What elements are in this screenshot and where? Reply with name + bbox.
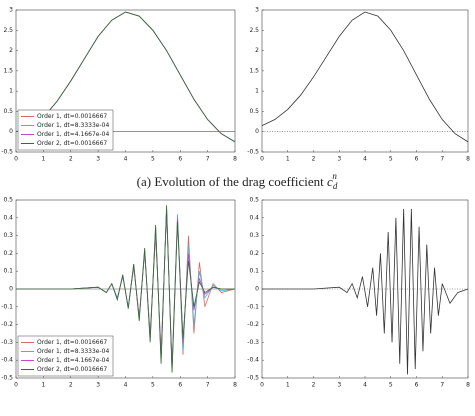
- y-tick-label: 2: [9, 47, 13, 54]
- x-tick-label: 5: [151, 156, 155, 163]
- y-tick-label: 0.1: [3, 268, 13, 275]
- y-tick-label: 2.5: [3, 27, 13, 34]
- x-tick-label: 2: [69, 382, 73, 389]
- y-tick-label: 1: [9, 88, 13, 95]
- y-tick-label: 3: [9, 7, 13, 14]
- y-tick-label: -0.2: [247, 321, 259, 328]
- x-tick-label: 5: [389, 382, 393, 389]
- y-tick-label: 0.4: [3, 214, 13, 221]
- legend-label: Order 1, dt=4.1667e-04: [37, 357, 109, 364]
- x-tick-label: 5: [389, 156, 393, 163]
- legend-label: Order 1, dt=8.3333e-04: [37, 122, 109, 129]
- x-tick-label: 4: [363, 382, 367, 389]
- y-tick-label: 0.5: [3, 197, 13, 204]
- x-tick-label: 0: [260, 156, 264, 163]
- caption-symbol: c: [327, 174, 333, 189]
- caption: (a) Evolution of the drag coefficient cd…: [137, 171, 338, 191]
- y-tick-label: -0.3: [247, 339, 259, 346]
- y-tick-label: -0.4: [1, 357, 13, 364]
- x-tick-label: 0: [260, 382, 264, 389]
- y-tick-label: -0.5: [247, 149, 259, 156]
- x-tick-label: 2: [312, 156, 316, 163]
- series-line: [16, 205, 235, 373]
- y-tick-label: 2: [255, 47, 259, 54]
- y-tick-label: 0: [9, 128, 13, 135]
- x-tick-label: 0: [14, 382, 18, 389]
- y-tick-label: 0: [9, 286, 13, 293]
- legend-label: Order 2, dt=0.0016667: [37, 366, 107, 373]
- x-tick-label: 6: [415, 156, 419, 163]
- legend-label: Order 1, dt=0.0016667: [37, 113, 107, 120]
- y-tick-label: 0.2: [249, 250, 259, 257]
- y-tick-label: -0.5: [247, 375, 259, 382]
- x-tick-label: 8: [233, 382, 237, 389]
- y-tick-label: -0.5: [1, 375, 13, 382]
- x-tick-label: 8: [466, 382, 470, 389]
- x-tick-label: 3: [96, 382, 100, 389]
- x-tick-label: 4: [124, 382, 128, 389]
- x-tick-label: 1: [286, 156, 290, 163]
- x-tick-label: 8: [233, 156, 237, 163]
- x-tick-label: 6: [178, 382, 182, 389]
- x-tick-label: 4: [363, 156, 367, 163]
- series-line: [15, 11, 236, 143]
- y-tick-label: 0.4: [249, 214, 259, 221]
- y-tick-label: 0.5: [249, 197, 259, 204]
- x-tick-label: 2: [69, 156, 73, 163]
- y-tick-label: 0: [255, 128, 259, 135]
- x-tick-label: 3: [96, 156, 100, 163]
- y-tick-label: 0.5: [3, 108, 13, 115]
- x-tick-label: 6: [178, 156, 182, 163]
- y-tick-label: -0.3: [1, 339, 13, 346]
- legend-label: Order 2, dt=0.0016667: [37, 140, 107, 147]
- series-line: [262, 208, 469, 375]
- x-tick-label: 1: [286, 382, 290, 389]
- x-tick-label: 2: [312, 382, 316, 389]
- x-tick-label: 8: [466, 156, 470, 163]
- y-tick-label: 0.3: [3, 232, 13, 239]
- y-tick-label: -0.2: [1, 321, 13, 328]
- caption-sub: d: [333, 181, 338, 191]
- x-tick-label: 7: [206, 156, 210, 163]
- y-tick-label: 1.5: [249, 67, 259, 74]
- y-tick-label: 0.5: [249, 108, 259, 115]
- legend-label: Order 1, dt=8.3333e-04: [37, 348, 109, 355]
- x-tick-label: 7: [206, 382, 210, 389]
- x-tick-label: 5: [151, 382, 155, 389]
- x-tick-label: 3: [337, 382, 341, 389]
- x-tick-label: 7: [440, 156, 444, 163]
- y-tick-label: -0.4: [247, 357, 259, 364]
- y-tick-label: 1: [255, 88, 259, 95]
- x-tick-label: 6: [415, 382, 419, 389]
- y-tick-label: -0.5: [1, 149, 13, 156]
- x-tick-label: 7: [440, 382, 444, 389]
- x-tick-label: 4: [124, 156, 128, 163]
- y-tick-label: 0.1: [249, 268, 259, 275]
- caption-sup: n: [332, 171, 337, 181]
- legend-label: Order 1, dt=0.0016667: [37, 339, 107, 346]
- y-tick-label: -0.1: [247, 303, 259, 310]
- y-tick-label: -0.1: [1, 303, 13, 310]
- y-tick-label: 2.5: [249, 27, 259, 34]
- x-tick-label: 1: [41, 156, 45, 163]
- y-tick-label: 3: [255, 7, 259, 14]
- x-tick-label: 3: [337, 156, 341, 163]
- y-tick-label: 0.3: [249, 232, 259, 239]
- y-tick-label: 1.5: [3, 67, 13, 74]
- y-tick-label: 0.2: [3, 250, 13, 257]
- series-line: [261, 11, 469, 143]
- y-tick-label: 0: [255, 286, 259, 293]
- caption-text: (a) Evolution of the drag coefficient: [137, 174, 324, 189]
- x-tick-label: 0: [14, 156, 18, 163]
- plot-area: [261, 9, 469, 153]
- legend-label: Order 1, dt=4.1667e-04: [37, 131, 109, 138]
- x-tick-label: 1: [41, 382, 45, 389]
